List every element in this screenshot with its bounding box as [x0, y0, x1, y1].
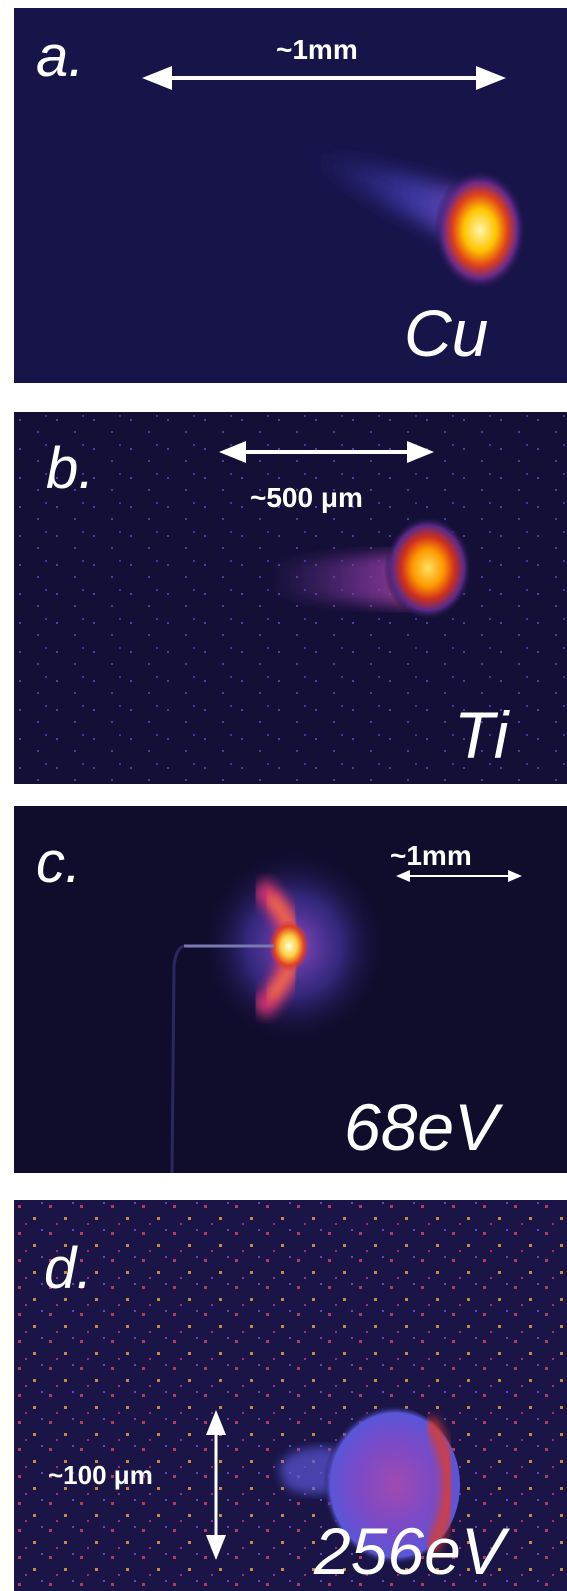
scale-label: ~100 μm [48, 1460, 153, 1490]
panel-d-emission [14, 1200, 567, 1591]
crescent [423, 1416, 455, 1556]
element-label: 68eV [344, 1090, 499, 1164]
scale-arrow [206, 1410, 226, 1560]
element-label: 256eV [314, 1514, 505, 1588]
jet-tail [314, 148, 469, 248]
panel-d-image: d. ~100 μm 256eV [14, 1200, 567, 1591]
panel-c-image: c. ~1mm 68eV [14, 806, 567, 1173]
plasma-ball [316, 1405, 460, 1565]
hot-spot [434, 170, 526, 290]
scale-arrow [219, 441, 434, 463]
panel-a-emission [142, 66, 526, 290]
jet-tail [269, 552, 414, 607]
panel-a-image: a. ~1mm Cu [14, 8, 567, 383]
hot-spot [269, 920, 309, 972]
scale-label: ~1mm [276, 34, 358, 65]
panel-label: b. [46, 436, 95, 501]
panel-label: c. [36, 830, 82, 895]
scale-label: ~500 μm [250, 482, 363, 513]
scale-arrow [142, 66, 506, 90]
panel-label: a. [36, 24, 85, 89]
scale-label: ~1mm [390, 840, 472, 871]
element-label: Cu [404, 296, 489, 370]
element-label: Ti [454, 698, 509, 772]
hot-spot [384, 516, 472, 620]
panel-c-emission [170, 846, 522, 1173]
scale-arrow [396, 870, 522, 882]
panel-b-image: b. ~500 μm Ti [14, 412, 567, 784]
panel-b-emission [14, 412, 567, 784]
panel-label: d. [44, 1236, 93, 1301]
